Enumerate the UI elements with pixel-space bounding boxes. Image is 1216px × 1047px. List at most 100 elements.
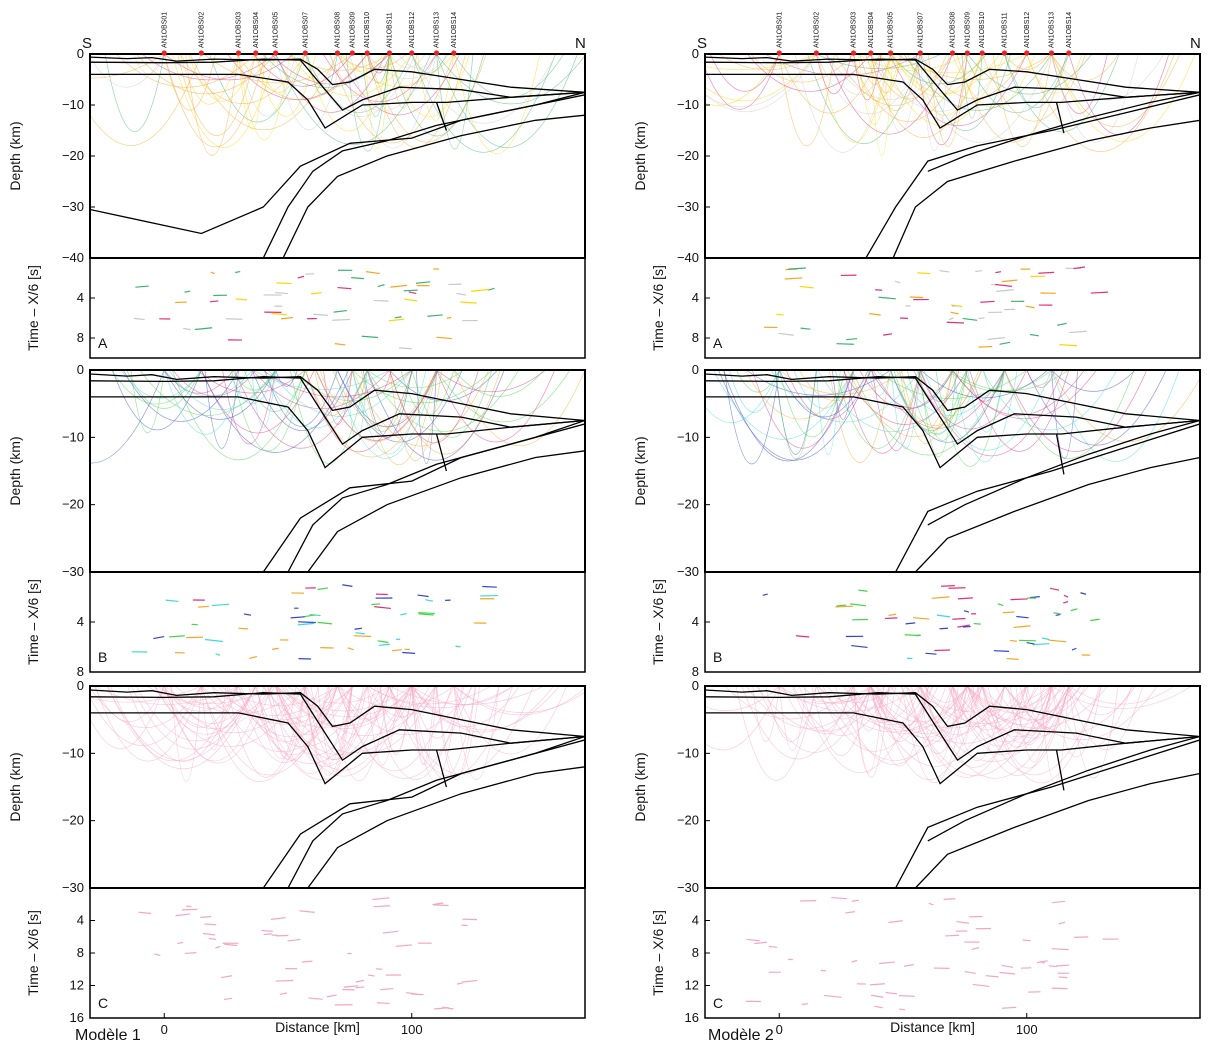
ray-path: [398, 54, 437, 69]
model-interface: [90, 692, 585, 762]
pick-mark: [975, 270, 983, 273]
ray-path: [253, 54, 353, 87]
model-interface: [90, 396, 585, 469]
ray-path: [920, 686, 1071, 779]
ray-path: [794, 54, 891, 153]
ray-path: [981, 54, 1087, 122]
model-interface: [865, 94, 1200, 258]
pick-mark: [1074, 936, 1089, 938]
model-interface: [927, 735, 1200, 842]
time-tick-label: 12: [685, 978, 699, 993]
pick-mark: [1016, 615, 1029, 619]
ray-path: [870, 686, 929, 742]
pick-mark: [377, 640, 389, 644]
pick-mark: [1002, 1006, 1017, 1009]
station-marker: [386, 50, 393, 56]
model-interface: [287, 423, 585, 572]
ray-path: [1068, 686, 1134, 715]
station-label: AN1OBS01: [776, 12, 783, 48]
pick-mark: [290, 616, 305, 619]
pick-mark: [317, 587, 329, 591]
pick-mark: [337, 286, 352, 290]
panel-label: C: [713, 995, 723, 1011]
depth-tick-label: 0: [77, 678, 84, 693]
pick-mark: [402, 651, 416, 654]
station-marker: [1001, 50, 1008, 56]
ray-path: [111, 370, 202, 405]
ray-path: [341, 54, 455, 87]
pick-mark: [778, 332, 794, 336]
ray-path: [389, 686, 534, 775]
time-tick-label: 4: [692, 614, 699, 629]
ray-path: [364, 54, 390, 149]
ray-path: [816, 686, 933, 752]
pick-mark: [987, 337, 1005, 340]
ray-path: [289, 370, 368, 464]
ray-path: [436, 686, 476, 780]
depth-tick-label: −10: [677, 429, 699, 444]
pick-mark: [846, 338, 858, 341]
pick-mark: [1080, 592, 1087, 595]
model-interface: [1055, 433, 1065, 475]
ray-path: [90, 686, 202, 703]
ray-path: [1004, 370, 1148, 452]
pick-mark: [198, 605, 209, 608]
time-panel-frame: [704, 887, 1201, 1019]
pick-mark: [1090, 618, 1100, 622]
station-label: AN1OBS12: [1024, 12, 1031, 48]
ray-path: [793, 370, 854, 409]
pick-mark: [263, 933, 272, 936]
ray-path: [835, 54, 953, 106]
ray-path: [366, 54, 450, 79]
pick-mark: [952, 617, 966, 620]
ray-path: [411, 54, 556, 153]
model-interface: [705, 689, 1200, 738]
pick-mark: [799, 285, 814, 289]
pick-mark: [204, 923, 217, 926]
model-column-1: S N AN1OBS01 AN1OBS02 AN1OBS03 AN1OBS04 AN1OBS…: [7, 12, 586, 1044]
ray-path: [952, 686, 1061, 742]
ray-path: [389, 370, 479, 444]
pick-mark: [1056, 964, 1070, 967]
ray-path: [366, 370, 392, 394]
pick-mark: [746, 938, 760, 942]
ray-path: [352, 370, 490, 447]
model-interface: [1055, 102, 1065, 134]
ray-path: [366, 686, 465, 780]
ray-path: [1051, 370, 1136, 392]
pick-mark: [380, 987, 394, 991]
pick-mark: [940, 585, 955, 587]
pick-mark: [762, 593, 768, 596]
ray-path: [323, 370, 353, 425]
pick-mark: [1063, 594, 1069, 598]
pick-mark: [795, 635, 810, 638]
pick-mark: [869, 313, 881, 316]
pick-mark: [376, 1002, 390, 1005]
station-label: AN1OBS10: [979, 12, 986, 48]
pick-mark: [333, 309, 347, 313]
pick-mark: [202, 932, 216, 936]
ray-path: [164, 54, 295, 81]
ray-path: [967, 54, 1093, 95]
ray-path: [94, 686, 202, 762]
depth-axis-label: Depth (km): [632, 121, 648, 190]
pick-mark: [308, 997, 323, 1000]
pick-mark: [313, 313, 328, 316]
station-marker: [1066, 50, 1072, 56]
pick-mark: [416, 281, 431, 284]
depth-tick-label: 0: [77, 362, 84, 377]
ray-path: [1009, 686, 1052, 736]
pick-mark: [1041, 637, 1050, 641]
pick-mark: [456, 982, 463, 985]
depth-tick-label: −30: [677, 199, 699, 214]
ray-path: [389, 54, 470, 117]
pick-mark: [788, 267, 806, 270]
ray-path: [366, 370, 465, 389]
model-interface: [705, 692, 1200, 762]
pick-mark: [894, 280, 901, 284]
station-marker: [302, 50, 308, 56]
time-tick-label: 4: [692, 290, 699, 305]
pick-mark: [133, 317, 145, 321]
pick-mark: [471, 288, 490, 292]
ray-path: [305, 54, 416, 117]
